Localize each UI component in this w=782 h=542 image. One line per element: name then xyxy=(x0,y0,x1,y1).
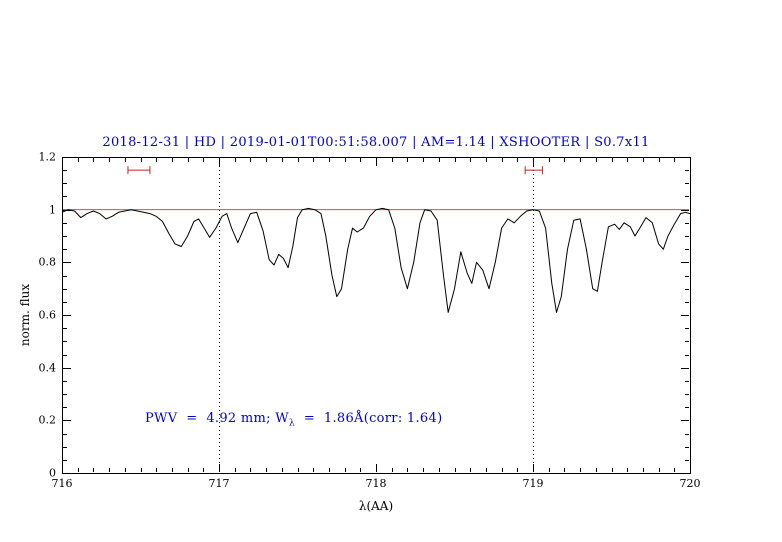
y-tick-label: 1 xyxy=(49,203,56,217)
y-tick-label: 0.2 xyxy=(38,413,57,427)
x-tick-label: 716 xyxy=(51,477,73,490)
pwv-annotation: PWV = 4.92 mm; Wλ = 1.86Å(corr: 1.64) xyxy=(145,411,442,429)
pwv-annotation-suffix: = 1.86Å(corr: 1.64) xyxy=(294,411,443,426)
x-tick-label: 717 xyxy=(208,477,230,490)
y-tick-label: 0.4 xyxy=(38,361,57,375)
pwv-annotation-prefix: PWV = 4.92 mm; W xyxy=(145,411,289,426)
x-tick-label: 720 xyxy=(679,477,701,490)
y-tick-label: 0.6 xyxy=(38,308,57,322)
y-tick-label: 1.2 xyxy=(38,150,57,164)
plot-border xyxy=(62,157,691,474)
pwv-annotation-lambda-subscript: λ xyxy=(288,418,295,429)
y-axis-label: norm. flux xyxy=(18,283,32,347)
x-tick-label: 719 xyxy=(522,477,544,490)
x-axis-label: λ(AA) xyxy=(358,499,394,513)
x-tick-label: 718 xyxy=(365,477,387,490)
y-tick-label: 0 xyxy=(49,466,56,480)
y-tick-label: 0.8 xyxy=(38,255,57,269)
plot-title: 2018-12-31 | HD | 2019-01-01T00:51:58.00… xyxy=(102,135,650,150)
spectrum-line xyxy=(61,207,691,313)
